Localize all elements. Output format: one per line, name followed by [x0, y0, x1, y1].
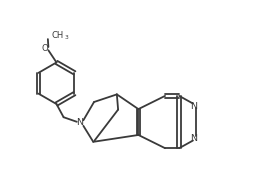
Text: CH: CH — [51, 31, 64, 40]
Text: O: O — [41, 44, 48, 53]
Text: N: N — [76, 118, 83, 127]
Text: N: N — [190, 102, 197, 111]
Text: 3: 3 — [64, 35, 68, 40]
Text: N: N — [190, 134, 197, 142]
